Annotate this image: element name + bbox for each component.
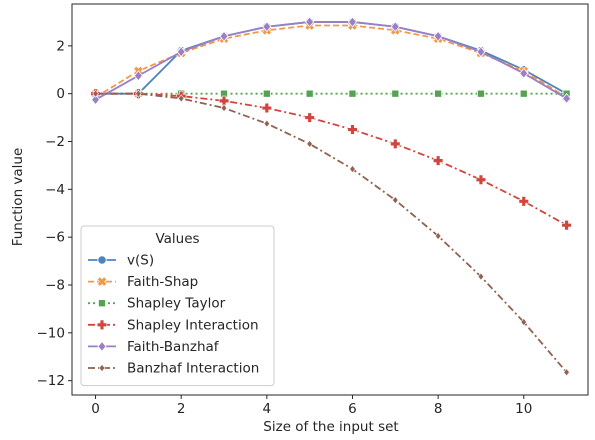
data-point	[135, 89, 142, 98]
data-point	[519, 89, 528, 98]
data-point	[561, 220, 572, 231]
x-tick-label: 8	[434, 401, 443, 417]
data-point	[347, 16, 357, 28]
data-point	[391, 89, 400, 98]
x-tick-label: 0	[91, 401, 100, 417]
data-point	[176, 46, 186, 58]
data-point	[520, 318, 528, 327]
data-point	[92, 89, 99, 98]
data-point	[392, 196, 399, 205]
legend-marker	[97, 255, 107, 265]
data-point	[262, 21, 272, 33]
legend-label: Faith-Shap	[127, 274, 198, 290]
data-point	[133, 70, 143, 82]
y-tick-label: −6	[45, 230, 65, 246]
data-point	[220, 103, 228, 113]
data-point	[390, 21, 400, 33]
legend-marker	[98, 363, 106, 373]
data-point	[390, 138, 401, 150]
legend-marker	[98, 299, 106, 308]
data-point	[349, 164, 356, 174]
y-tick-label: −4	[45, 182, 65, 198]
series-line	[95, 92, 568, 226]
axes-frame	[71, 3, 589, 396]
data-point	[563, 368, 570, 377]
legend-title: Values	[155, 231, 199, 247]
data-point	[432, 155, 444, 166]
data-point	[518, 196, 529, 207]
x-tick-label: 10	[515, 401, 532, 417]
y-tick-label: −8	[45, 277, 65, 293]
data-point	[218, 95, 230, 106]
data-point	[434, 89, 443, 98]
series-line	[95, 21, 568, 101]
data-point	[347, 124, 358, 135]
series-lines	[90, 16, 572, 377]
legend-entry: Faith-Banzhaf	[88, 339, 220, 355]
legend-label: Faith-Banzhaf	[127, 339, 220, 355]
data-point	[177, 94, 185, 103]
x-tick-label: 6	[348, 401, 357, 417]
data-point	[91, 94, 101, 106]
data-point	[262, 89, 271, 98]
legend-entry: Shapley Taylor	[88, 296, 226, 312]
series-5	[92, 89, 570, 377]
data-point	[476, 89, 485, 98]
y-tick-label: 0	[56, 86, 65, 102]
y-tick-label: 2	[56, 38, 65, 54]
series-4	[91, 16, 572, 106]
y-tick-label: −10	[37, 325, 66, 341]
legend-label: Banzhaf Interaction	[127, 361, 259, 377]
series-line	[95, 92, 568, 373]
legend-label: Shapley Interaction	[127, 317, 259, 333]
data-point	[433, 30, 443, 42]
x-axis-label: Size of the input set	[263, 419, 398, 435]
data-point	[475, 174, 487, 185]
legend-marker	[96, 276, 108, 287]
y-tick-label: −12	[37, 373, 66, 389]
data-point	[477, 272, 485, 281]
y-axis-label: Function value	[10, 148, 26, 247]
data-point	[305, 89, 314, 98]
x-tick-label: 2	[177, 401, 186, 417]
data-point	[261, 102, 272, 114]
legend-entry: v(S)	[88, 253, 154, 269]
y-tick-label: −2	[45, 134, 65, 150]
legend-entry: Shapley Interaction	[88, 317, 259, 333]
legend-box	[80, 225, 275, 387]
legend-marker	[96, 319, 108, 330]
legend-label: v(S)	[127, 253, 154, 269]
data-point	[305, 16, 315, 28]
data-point	[476, 46, 486, 58]
data-point	[219, 30, 229, 42]
data-point	[519, 67, 529, 79]
x-tick-label: 4	[263, 401, 272, 417]
legend-entry: Faith-Shap	[88, 274, 198, 290]
legend-entry: Banzhaf Interaction	[88, 361, 259, 377]
axes: 0 2 4 6 8 10 −12 −10 −8 −6 −4 −2 0 2	[37, 3, 589, 417]
data-point	[304, 112, 315, 123]
legend-marker	[97, 340, 107, 352]
legend-label: Shapley Taylor	[127, 296, 226, 312]
data-point	[263, 119, 271, 128]
data-point	[562, 93, 572, 104]
data-point	[306, 139, 313, 148]
data-point	[434, 231, 442, 241]
data-point	[348, 89, 357, 98]
